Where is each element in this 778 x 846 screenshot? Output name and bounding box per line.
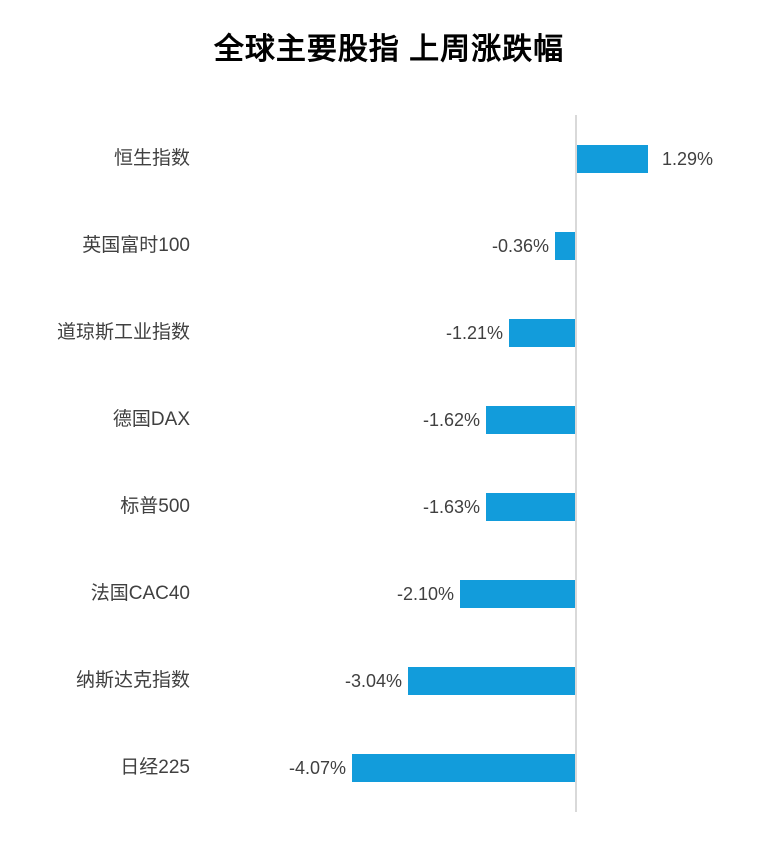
bar [486, 493, 575, 522]
category-label: 日经225 [120, 757, 190, 779]
category-label: 德国DAX [112, 408, 190, 430]
bar [555, 231, 575, 260]
value-label: -3.04% [344, 671, 402, 692]
value-label: -4.07% [288, 758, 346, 779]
value-label: -2.10% [396, 584, 454, 605]
category-label: 英国富时100 [82, 234, 190, 256]
bar [408, 667, 575, 696]
value-label: 1.29% [662, 148, 714, 169]
category-label: 法国CAC40 [90, 583, 190, 605]
value-label: -1.63% [422, 497, 480, 518]
category-label: 标普500 [120, 496, 190, 518]
chart-title: 全球主要股指 上周涨跌幅 [213, 33, 565, 66]
category-label: 恒生指数 [113, 147, 190, 169]
zero-axis-line [575, 115, 577, 812]
category-label: 道琼斯工业指数 [56, 321, 190, 343]
bar [460, 580, 575, 609]
bar [352, 754, 575, 783]
category-label: 纳斯达克指数 [75, 670, 190, 692]
bar [577, 144, 648, 173]
bar [486, 405, 575, 434]
bar [509, 318, 575, 347]
value-label: -1.21% [445, 322, 503, 343]
value-label: -1.62% [422, 409, 480, 430]
value-label: -0.36% [491, 235, 549, 256]
